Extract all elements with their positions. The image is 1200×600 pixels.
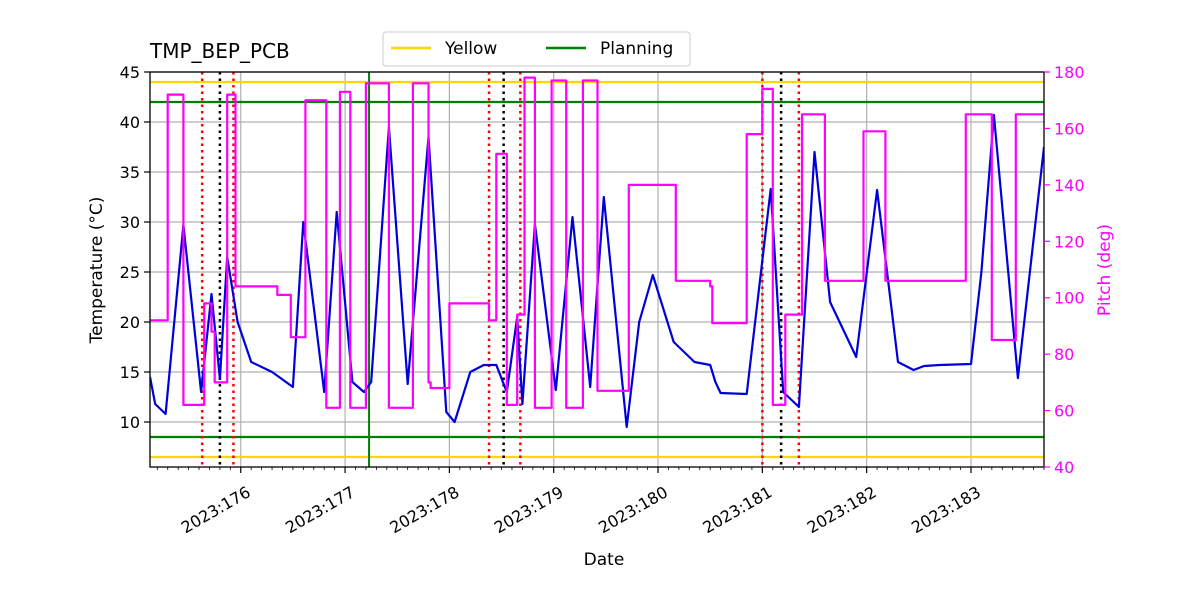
y2-tick-label: 120 — [1054, 232, 1085, 251]
x-tick-label: 2023:182 — [804, 482, 880, 537]
x-tick-label: 2023:179 — [491, 482, 567, 537]
y-axis-title: Temperature (°C) — [87, 197, 107, 345]
y2-tick-label: 140 — [1054, 176, 1085, 195]
x-tick-label: 2023:180 — [595, 482, 671, 537]
y-tick-label: 30 — [120, 213, 140, 232]
y2-tick-label: 80 — [1054, 345, 1074, 364]
pitch-series-line — [150, 76, 1044, 409]
legend-label-yellow: Yellow — [444, 39, 497, 59]
y2-tick-label: 100 — [1054, 289, 1085, 308]
y-tick-label: 20 — [120, 313, 140, 332]
y-tick-label: 10 — [120, 413, 140, 432]
y-tick-label: 35 — [120, 163, 140, 182]
y2-tick-label: 60 — [1054, 402, 1074, 421]
x-tick-label: 2023:178 — [387, 482, 463, 537]
y-tick-label: 45 — [120, 63, 140, 82]
series — [150, 76, 1044, 429]
legend-label-planning: Planning — [600, 39, 673, 59]
x-axis-title: Date — [584, 550, 625, 570]
x-tick-label: 2023:177 — [282, 482, 358, 537]
chart-title: TMP_BEP_PCB — [149, 39, 290, 63]
y2-axis-title: Pitch (deg) — [1095, 224, 1115, 316]
axes: 2023:176 2023:177 2023:178 2023:179 2023:180… — [120, 63, 1085, 537]
y2-tick-label: 180 — [1054, 63, 1085, 82]
plot-frame — [149, 71, 1045, 468]
y-tick-label: 40 — [120, 113, 140, 132]
y-tick-label: 25 — [120, 263, 140, 282]
x-tick-label: 2023:181 — [699, 482, 775, 537]
y-tick-label: 15 — [120, 363, 140, 382]
legend: Yellow Planning — [382, 31, 691, 67]
x-tick-label: 2023:183 — [908, 482, 984, 537]
event-markers — [200, 72, 801, 467]
y2-tick-label: 160 — [1054, 119, 1085, 138]
y2-tick-label: 40 — [1054, 458, 1074, 477]
x-tick-label: 2023:176 — [178, 482, 254, 537]
legend-box — [382, 31, 691, 67]
